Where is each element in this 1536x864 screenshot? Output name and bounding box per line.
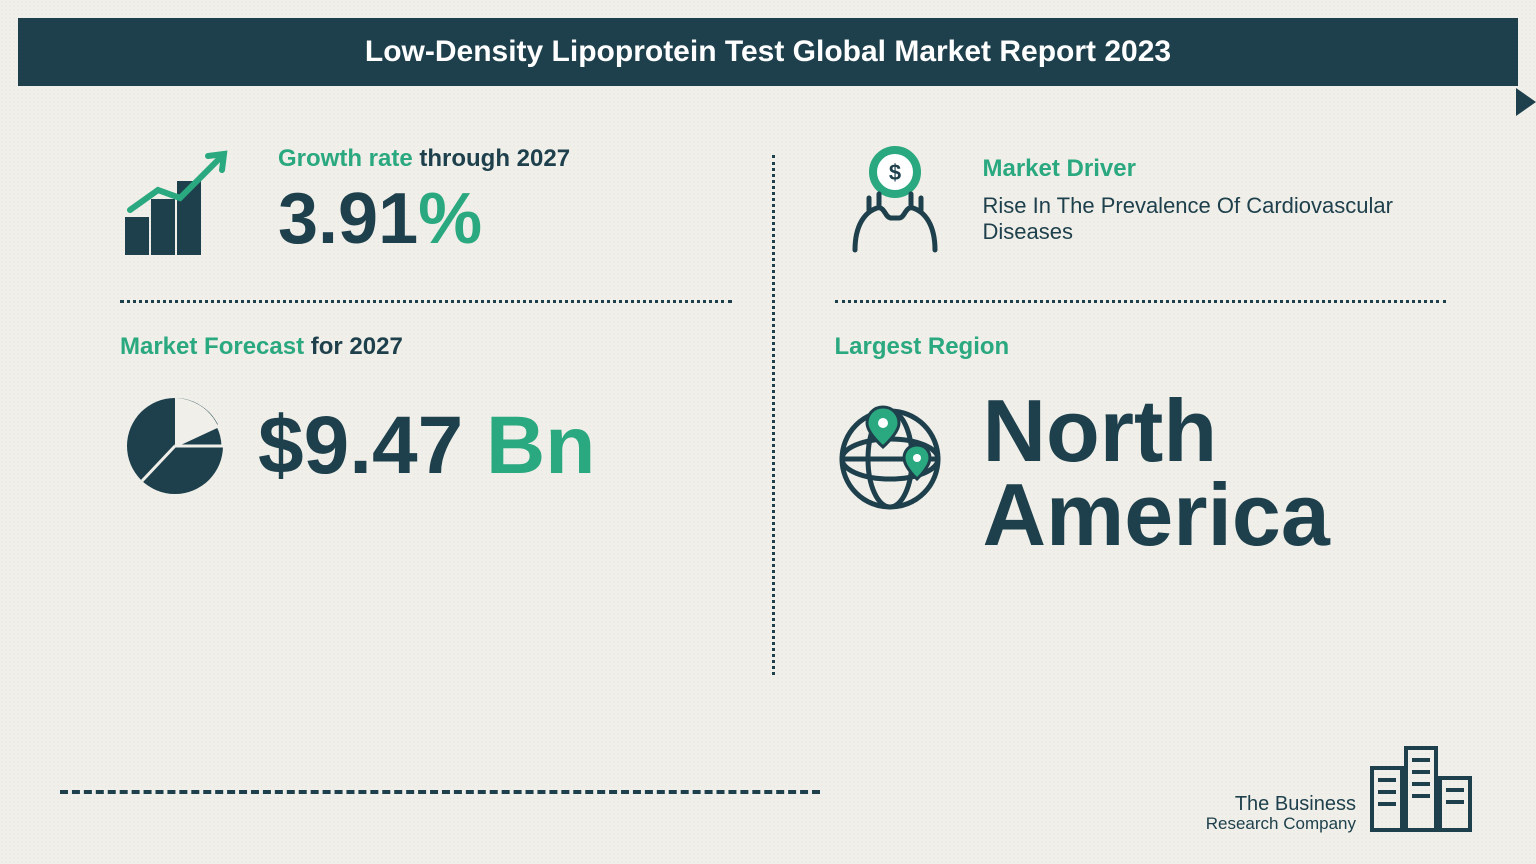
pie-chart-icon: [120, 391, 230, 501]
bottom-dashed-line: [60, 790, 820, 794]
driver-block: $ Market Driver Rise In The Prevalence O…: [835, 140, 1447, 260]
region-row: North America: [835, 389, 1447, 556]
region-label: Largest Region: [835, 333, 1447, 361]
hands-coin-icon: $: [835, 140, 955, 260]
logo-buildings-icon: [1366, 734, 1476, 834]
company-logo: The Business Research Company: [1206, 734, 1476, 834]
driver-label: Market Driver: [983, 155, 1403, 183]
header-tag-decor: [1516, 88, 1536, 116]
header-bar: Low-Density Lipoprotein Test Global Mark…: [18, 18, 1518, 86]
svg-text:$: $: [888, 160, 900, 185]
growth-number: 3.91: [278, 179, 418, 259]
right-column: $ Market Driver Rise In The Prevalence O…: [775, 140, 1447, 744]
region-block: Largest Region: [835, 333, 1447, 556]
forecast-label-plain: for 2027: [304, 333, 403, 360]
growth-text: Growth rate through 2027 3.91%: [278, 145, 570, 255]
forecast-label: Market Forecast for 2027: [120, 333, 732, 361]
content-grid: Growth rate through 2027 3.91% Market Fo…: [120, 140, 1446, 744]
logo-line-1: The Business: [1206, 793, 1356, 815]
left-horizontal-divider: [120, 300, 732, 303]
growth-label-accent: Growth rate: [278, 145, 413, 172]
growth-suffix: %: [418, 179, 482, 259]
page-title: Low-Density Lipoprotein Test Global Mark…: [365, 35, 1171, 69]
right-horizontal-divider: [835, 300, 1447, 303]
growth-block: Growth rate through 2027 3.91%: [120, 140, 732, 260]
region-value: North America: [983, 389, 1330, 556]
growth-value: 3.91%: [278, 183, 570, 255]
region-line-1: North: [983, 389, 1330, 473]
logo-line-2: Research Company: [1206, 815, 1356, 834]
logo-text: The Business Research Company: [1206, 793, 1356, 834]
growth-chart-icon: [120, 140, 250, 260]
growth-label: Growth rate through 2027: [278, 145, 570, 173]
driver-description: Rise In The Prevalence Of Cardiovascular…: [983, 193, 1403, 245]
growth-label-plain: through 2027: [413, 145, 570, 172]
driver-text-col: Market Driver Rise In The Prevalence Of …: [983, 155, 1403, 245]
forecast-suffix: Bn: [463, 400, 595, 491]
driver-row: $ Market Driver Rise In The Prevalence O…: [835, 140, 1447, 260]
forecast-label-accent: Market Forecast: [120, 333, 304, 360]
region-line-2: America: [983, 473, 1330, 557]
forecast-row: $9.47 Bn: [120, 391, 732, 501]
left-column: Growth rate through 2027 3.91% Market Fo…: [120, 140, 772, 744]
forecast-number: $9.47: [258, 400, 463, 491]
growth-row: Growth rate through 2027 3.91%: [120, 140, 732, 260]
globe-pins-icon: [835, 389, 955, 519]
forecast-value: $9.47 Bn: [258, 405, 595, 487]
forecast-block: Market Forecast for 2027 $9.47 Bn: [120, 333, 732, 501]
